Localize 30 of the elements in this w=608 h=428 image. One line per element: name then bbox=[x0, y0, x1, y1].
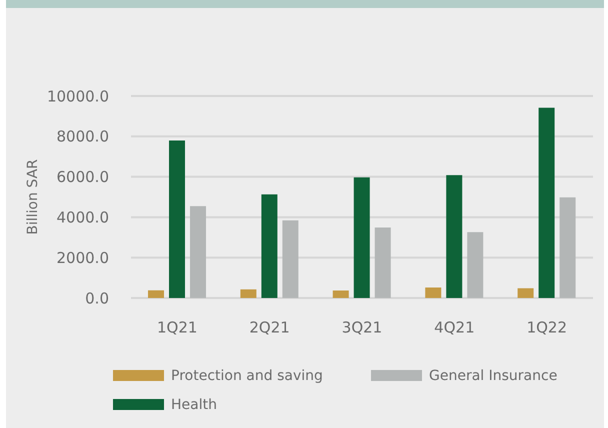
bar bbox=[425, 287, 442, 298]
bar bbox=[169, 140, 185, 298]
y-tick-label: 2000.0 bbox=[56, 248, 109, 267]
bar bbox=[560, 197, 576, 298]
bar bbox=[374, 228, 391, 298]
y-axis-title: Billion SAR bbox=[24, 158, 41, 235]
bar bbox=[261, 194, 278, 298]
y-tick-label: 0.0 bbox=[85, 289, 109, 308]
bar bbox=[332, 290, 349, 298]
y-tick-label: 6000.0 bbox=[56, 168, 109, 186]
bar bbox=[354, 177, 370, 298]
legend-label: Health bbox=[171, 396, 217, 412]
bar bbox=[190, 206, 206, 298]
x-tick-label: 1Q21 bbox=[156, 318, 198, 337]
bar bbox=[446, 175, 462, 298]
bar bbox=[240, 289, 256, 298]
y-tick-label: 4000.0 bbox=[56, 208, 109, 227]
bar bbox=[282, 220, 298, 298]
bar bbox=[538, 108, 555, 298]
x-tick-label: 4Q21 bbox=[434, 318, 475, 337]
x-tick-label: 1Q22 bbox=[526, 318, 568, 337]
bar bbox=[518, 288, 534, 298]
y-tick-label: 10000.0 bbox=[46, 87, 109, 106]
legend-label: Protection and saving bbox=[171, 368, 323, 384]
x-tick-label: 2Q21 bbox=[249, 318, 290, 337]
legend-label: General Insurance bbox=[429, 368, 558, 384]
y-tick-label: 8000.0 bbox=[56, 128, 109, 146]
bar bbox=[467, 232, 484, 298]
bar bbox=[148, 290, 164, 298]
x-tick-label: 3Q21 bbox=[342, 318, 382, 337]
